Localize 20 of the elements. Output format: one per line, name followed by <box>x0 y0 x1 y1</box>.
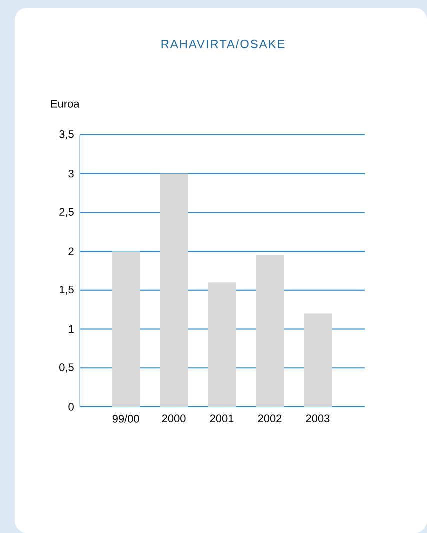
y-tick-label: 1,5 <box>60 286 74 295</box>
bar <box>304 314 332 407</box>
y-tick-label: 3 <box>68 170 74 178</box>
chart-title: RAHAVIRTA/OSAKE <box>162 40 285 48</box>
y-tick-label: 2 <box>68 248 74 256</box>
y-tick-label: 2,5 <box>60 208 74 218</box>
y-tick-label: 0 <box>68 403 74 411</box>
bar <box>160 174 188 407</box>
y-axis-title: Euroa <box>51 100 80 108</box>
y-tick-label: 3,5 <box>60 130 74 140</box>
x-tick-label: 99/00 <box>112 414 140 423</box>
x-tick-label: 2002 <box>258 414 282 423</box>
bar <box>112 252 140 407</box>
x-tick-label: 2000 <box>162 414 186 423</box>
y-tick-label: 1 <box>69 326 74 334</box>
y-tick-label: 0,5 <box>60 364 74 373</box>
x-tick-label: 2003 <box>306 414 330 423</box>
x-tick-label: 2001 <box>210 414 234 423</box>
bar <box>256 255 284 407</box>
bar <box>208 282 236 407</box>
